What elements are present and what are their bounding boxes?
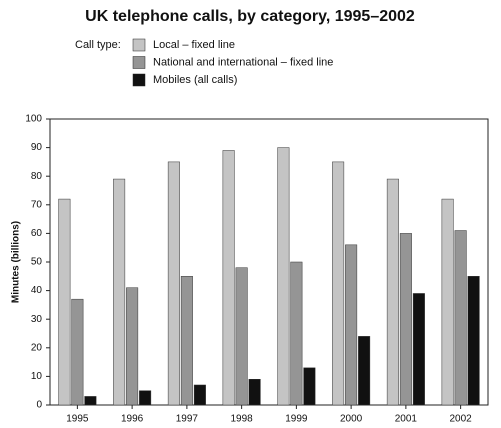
bar xyxy=(290,261,303,406)
x-tick-label: 1998 xyxy=(231,414,254,425)
bar xyxy=(303,367,316,406)
x-tick-label: 2001 xyxy=(395,414,418,425)
x-tick-label: 1996 xyxy=(121,414,144,425)
bar xyxy=(58,198,71,406)
legend-title: Call type: xyxy=(75,39,121,51)
bar xyxy=(412,293,425,406)
legend-swatch xyxy=(132,38,146,52)
y-tick-label: 60 xyxy=(31,228,43,239)
bar xyxy=(84,396,97,406)
legend-label: Local – fixed line xyxy=(153,39,235,51)
bar xyxy=(248,379,261,406)
x-tick-label: 2000 xyxy=(340,414,363,425)
y-tick-label: 90 xyxy=(31,142,43,153)
legend-swatch xyxy=(132,56,146,69)
x-tick-label: 2002 xyxy=(450,414,473,425)
x-tick-label: 1999 xyxy=(285,414,308,425)
bar xyxy=(71,298,84,406)
bar xyxy=(332,161,345,406)
bar xyxy=(167,161,180,406)
bar xyxy=(345,244,358,406)
bar xyxy=(441,198,454,406)
bar xyxy=(399,233,412,406)
legend-label: Mobiles (all calls) xyxy=(153,74,237,86)
y-axis-title: Minutes (billions) xyxy=(11,221,22,303)
bar xyxy=(180,276,193,406)
y-tick-label: 10 xyxy=(31,371,43,382)
y-tick-label: 20 xyxy=(31,342,43,353)
y-tick-label: 0 xyxy=(36,400,42,411)
legend-swatch xyxy=(132,73,146,87)
chart-title: UK telephone calls, by category, 1995–20… xyxy=(85,8,415,25)
bar xyxy=(467,276,480,406)
bar xyxy=(358,336,371,406)
y-tick-label: 30 xyxy=(31,314,43,325)
bar xyxy=(139,390,152,406)
bar xyxy=(126,287,139,406)
y-tick-label: 40 xyxy=(31,285,43,296)
bar xyxy=(222,150,235,406)
bar xyxy=(454,230,467,406)
bar xyxy=(386,178,399,406)
bar xyxy=(193,384,206,406)
bar xyxy=(113,178,126,406)
bar xyxy=(277,147,290,406)
y-tick-label: 70 xyxy=(31,199,43,210)
x-tick-label: 1995 xyxy=(66,414,89,425)
bar xyxy=(235,267,248,406)
y-tick-label: 80 xyxy=(31,171,43,182)
legend-label: National and international – fixed line xyxy=(153,56,333,68)
y-tick-label: 50 xyxy=(31,257,43,268)
x-tick-label: 1997 xyxy=(176,414,199,425)
y-tick-label: 100 xyxy=(25,114,42,125)
